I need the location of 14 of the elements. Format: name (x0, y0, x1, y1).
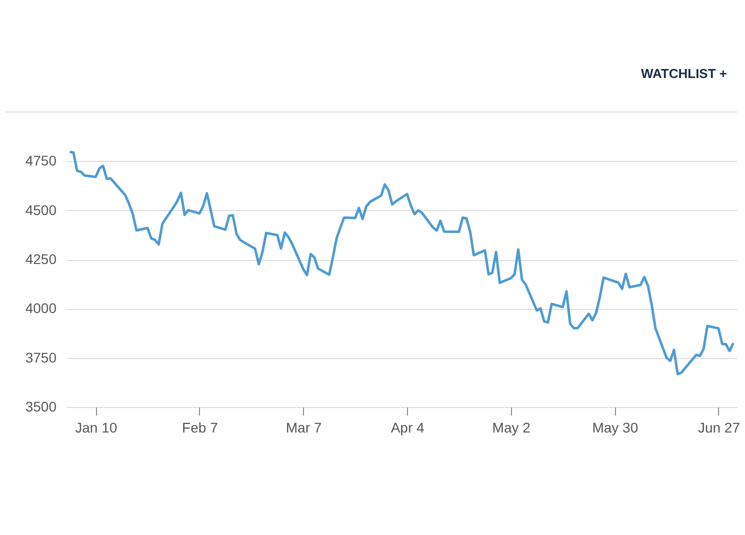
x-tick-label: Jan 10 (75, 420, 118, 436)
y-tick-label: 4000 (25, 300, 57, 316)
y-tick-label: 3500 (25, 398, 57, 414)
text: WATCHLIST + (640, 66, 728, 81)
y-tick-label: 4750 (25, 152, 57, 169)
x-tick-label: May 2 (492, 420, 531, 436)
y-tick-label: 4500 (25, 202, 57, 218)
x-tick-label: Feb 7 (182, 420, 218, 436)
x-tick-label: May 30 (592, 420, 638, 436)
y-tick-label: 4250 (25, 251, 57, 267)
x-tick-label: Apr 4 (390, 420, 424, 436)
y-tick-label: 3750 (25, 349, 57, 366)
x-tick-label: Jun 27 (698, 420, 740, 436)
x-tick-label: Mar 7 (286, 420, 322, 436)
